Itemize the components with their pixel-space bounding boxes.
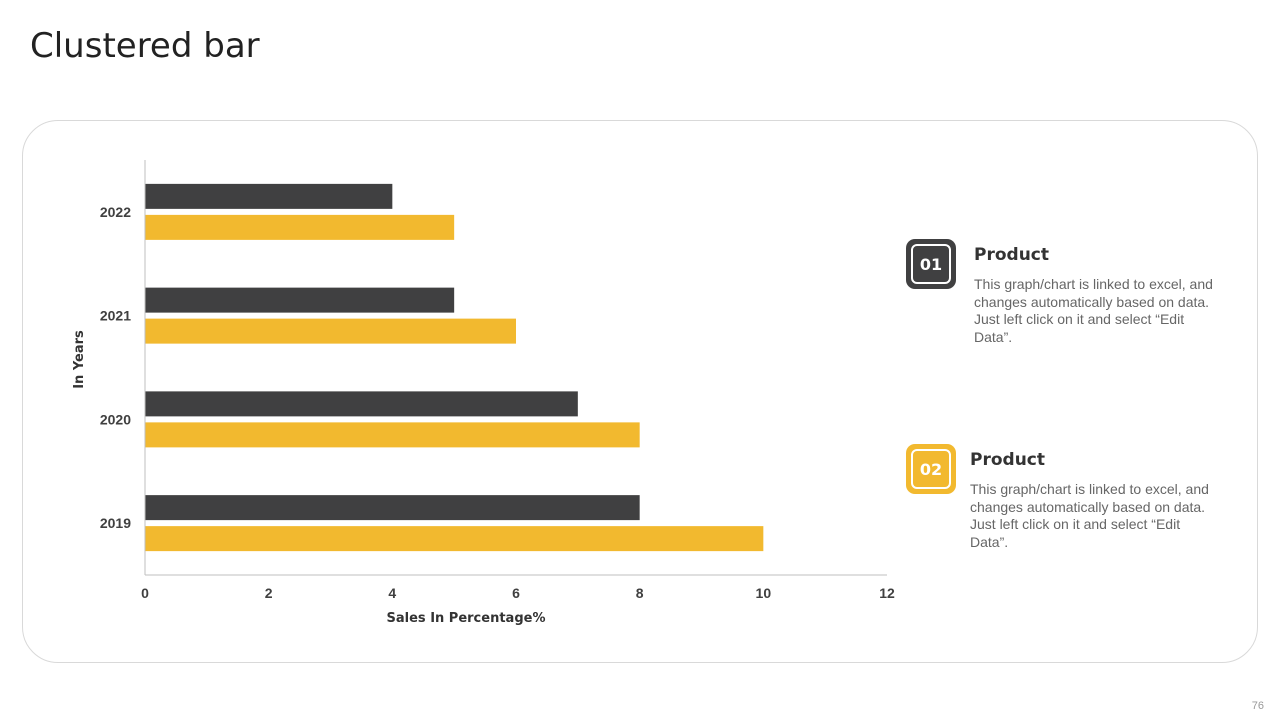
badge-number-01: 01 <box>911 244 951 284</box>
x-tick-label-2: 2 <box>265 585 273 601</box>
y-tick-label-2020: 2020 <box>100 411 131 427</box>
bar-2019-series-2[interactable] <box>145 526 764 552</box>
legend-title-02: Product <box>970 450 1045 470</box>
bar-2021-series-1[interactable] <box>145 287 455 313</box>
x-tick-label-0: 0 <box>141 585 149 601</box>
legend-description-02: This graph/chart is linked to excel, and… <box>970 481 1209 550</box>
x-axis-title: Sales In Percentage% <box>387 611 546 626</box>
x-tick-label-8: 8 <box>636 585 644 601</box>
bar-2020-series-2[interactable] <box>145 422 640 448</box>
bar-2021-series-2[interactable] <box>145 318 516 344</box>
y-tick-label-2019: 2019 <box>100 515 131 531</box>
x-tick-label-12: 12 <box>879 585 895 601</box>
badge-02: 02 <box>906 444 956 494</box>
bar-2022-series-2[interactable] <box>145 214 455 240</box>
bars-group <box>145 183 764 552</box>
x-tick-label-10: 10 <box>756 585 772 601</box>
bar-2020-series-1[interactable] <box>145 391 578 417</box>
x-tick-labels: 0 2 4 6 8 10 12 <box>141 585 895 601</box>
legend-description-01: This graph/chart is linked to excel, and… <box>974 276 1213 345</box>
bar-2019-series-1[interactable] <box>145 495 640 521</box>
y-tick-label-2022: 2022 <box>100 204 131 220</box>
y-tick-label-2021: 2021 <box>100 308 131 324</box>
y-axis-title: In Years <box>72 330 87 389</box>
bar-2022-series-1[interactable] <box>145 183 393 209</box>
x-tick-label-4: 4 <box>388 585 396 601</box>
badge-01: 01 <box>906 239 956 289</box>
badge-number-02: 02 <box>911 449 951 489</box>
slide-title: Clustered bar <box>30 26 260 66</box>
page-number: 76 <box>1251 700 1264 712</box>
y-tick-labels: 2019 2020 2021 2022 <box>100 204 131 531</box>
legend-title-01: Product <box>974 245 1049 265</box>
x-tick-label-6: 6 <box>512 585 520 601</box>
